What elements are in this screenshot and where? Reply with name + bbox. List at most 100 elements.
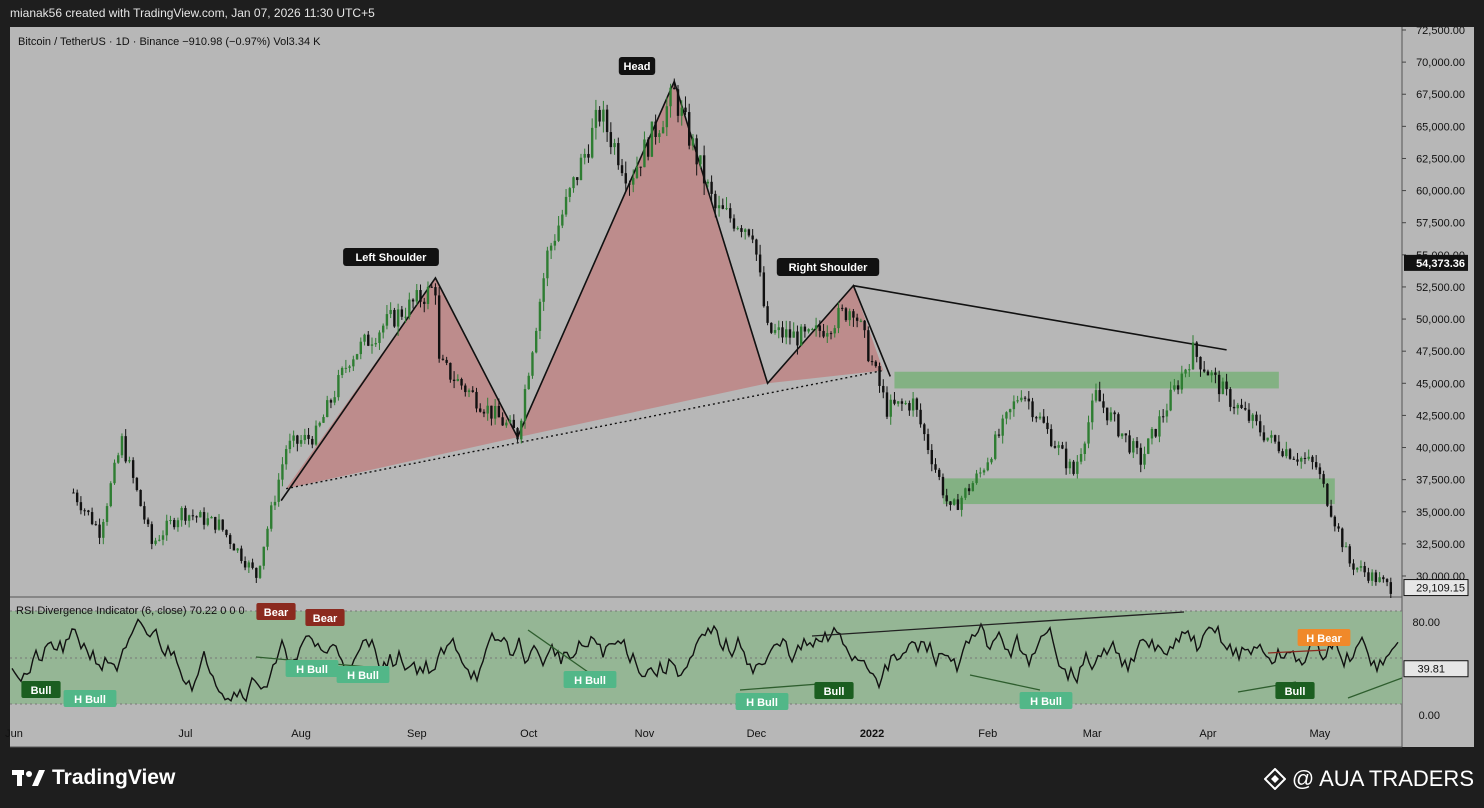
- candle-body: [576, 177, 579, 181]
- candle-body: [979, 472, 982, 474]
- candle-body: [1352, 563, 1355, 570]
- candle-body: [613, 143, 616, 148]
- candle-body: [1094, 390, 1098, 401]
- brand-label: TradingView: [52, 766, 176, 789]
- candle-body: [1240, 404, 1243, 409]
- candle-body: [1262, 432, 1266, 441]
- time-tick-label: Mar: [1083, 728, 1102, 740]
- head-triangle: [517, 81, 768, 438]
- candle-body: [161, 535, 165, 540]
- rsi-signal-badge: [21, 681, 61, 698]
- candle-body: [1385, 579, 1389, 583]
- candle-body: [124, 436, 127, 462]
- candle-body: [307, 434, 310, 439]
- candle-body: [90, 512, 94, 525]
- candle-body: [374, 342, 377, 345]
- symbol-legend: Bitcoin / TetherUS · 1D · Binance −910.9…: [18, 36, 321, 48]
- candle-body: [1363, 566, 1366, 573]
- tradingview-logo[interactable]: TradingView: [12, 766, 175, 790]
- candle-body: [158, 539, 161, 541]
- candle-body: [1038, 416, 1042, 419]
- candle-body: [381, 325, 385, 333]
- candle-body: [1378, 577, 1381, 583]
- candle-body: [893, 399, 896, 404]
- candle-body: [1258, 421, 1262, 433]
- time-tick-label: Aug: [291, 728, 311, 740]
- candle-body: [1229, 389, 1232, 407]
- rsi-signal-label: Bull: [824, 686, 845, 698]
- candle-body: [423, 301, 426, 304]
- candle-body: [202, 512, 206, 525]
- rsi-signal-label: H Bull: [1030, 696, 1062, 708]
- candle-body: [620, 165, 624, 174]
- candle-body: [210, 516, 213, 519]
- rsi-signal-badge: [1275, 682, 1315, 699]
- rsi-signal-label: H Bear: [1306, 633, 1342, 645]
- chart-credit: mianak56 created with TradingView.com, J…: [10, 6, 375, 20]
- candle-body: [1236, 404, 1239, 409]
- candle-body: [807, 329, 810, 332]
- marker-price-label: 54,373.36: [1416, 258, 1465, 270]
- candle-body: [493, 405, 497, 419]
- candle-body: [352, 359, 355, 367]
- candle-body: [471, 390, 474, 392]
- candle-body: [404, 316, 407, 318]
- candle-body: [1370, 572, 1374, 581]
- candle-body: [1356, 567, 1359, 570]
- price-tick-label: 70,000.00: [1416, 57, 1465, 69]
- candle-body: [941, 476, 945, 496]
- candle-body: [788, 329, 792, 338]
- candle-body: [434, 287, 437, 296]
- candle-body: [1020, 397, 1023, 401]
- candle-body: [370, 344, 374, 346]
- price-tick-label: 57,500.00: [1416, 218, 1465, 230]
- candle-body: [926, 434, 930, 450]
- candle-body: [1027, 398, 1031, 402]
- candle-body: [191, 515, 195, 517]
- last-price-tag: [1403, 579, 1469, 597]
- rsi-signal-label: H Bull: [296, 664, 328, 676]
- candle-body: [400, 309, 404, 317]
- candle-body: [758, 254, 762, 273]
- candle-body: [296, 435, 299, 444]
- candle-body: [538, 301, 542, 331]
- candle-body: [841, 307, 844, 309]
- candle-body: [1288, 449, 1292, 459]
- candle-body: [1143, 453, 1146, 465]
- candle-body: [415, 290, 418, 302]
- candle-body: [251, 562, 254, 568]
- candle-body: [243, 560, 247, 568]
- candle-body: [870, 361, 874, 363]
- candle-body: [348, 366, 351, 368]
- candle-body: [1232, 406, 1236, 409]
- candle-body: [527, 375, 530, 390]
- candle-body: [1042, 416, 1045, 423]
- candle-body: [355, 354, 359, 360]
- candle-body: [113, 462, 116, 484]
- candle-body: [811, 329, 814, 331]
- candle-body: [456, 378, 460, 381]
- candle-body: [949, 501, 952, 505]
- watermark-label: @ AUA TRADERS: [1291, 766, 1474, 791]
- rsi-signal-badge: [285, 660, 339, 677]
- candle-body: [1244, 408, 1247, 410]
- candle-body: [318, 422, 321, 426]
- candle-body: [1102, 401, 1105, 408]
- candle-body: [262, 546, 265, 566]
- candle-body: [1147, 438, 1150, 454]
- candle-body: [247, 562, 251, 568]
- candle-body: [986, 462, 989, 471]
- candle-body: [729, 208, 732, 219]
- candle-body: [1322, 474, 1325, 484]
- candle-body: [225, 529, 228, 536]
- candle-body: [1318, 467, 1322, 475]
- candle-body: [710, 181, 713, 194]
- left-shoulder-label-bg: [343, 248, 439, 266]
- candle-body: [150, 524, 154, 544]
- candle-body: [1079, 454, 1083, 462]
- right-shoulder-label: Right Shoulder: [789, 262, 869, 274]
- candle-body: [706, 181, 710, 184]
- rsi-value-label: 39.81: [1417, 664, 1445, 676]
- candle-body: [803, 326, 807, 332]
